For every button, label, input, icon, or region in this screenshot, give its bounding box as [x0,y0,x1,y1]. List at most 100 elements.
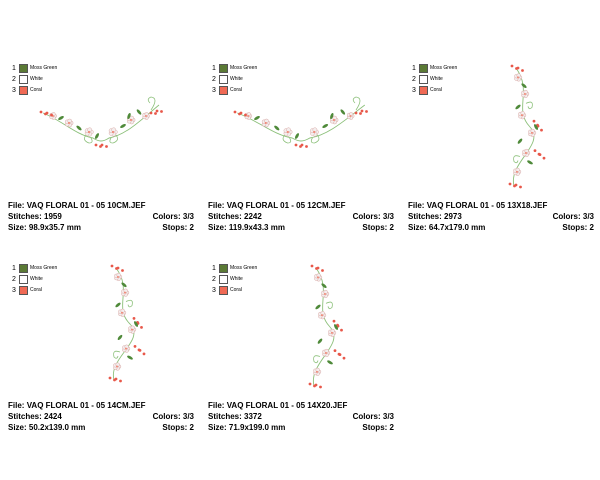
thread-color-legend: 1 Moss Green 2 White 3 Coral [212,63,257,96]
legend-label: Moss Green [230,65,258,71]
thread-color-legend: 1 Moss Green 2 White 3 Coral [12,263,57,296]
stops-label: Stops: [162,223,188,232]
vine-curl [282,133,292,144]
legend-row-1: 1 Moss Green [12,263,57,274]
flower-center [120,311,124,314]
vine-curl [513,155,521,164]
white-swatch [19,75,28,84]
flower-motif [322,348,331,358]
coral-berry [510,64,514,68]
thread-color-legend: 1 Moss Green 2 White 3 Coral [12,63,57,96]
flower-center [315,370,319,373]
file-label: File: [8,401,25,410]
leaf [58,115,64,121]
flower-motif [261,118,271,128]
embroidery-preview [39,96,163,148]
size-label: Size: [8,223,27,232]
leaf [521,83,527,89]
flower-motif [528,128,537,137]
flower-center [323,292,327,295]
leaf [94,133,100,139]
legend-label: Coral [230,87,242,93]
design-card-14cm[interactable]: 1 Moss Green 2 White 3 Coral File: VAQ F… [8,260,194,440]
coral-berry [316,266,320,270]
leaf [515,104,521,110]
design-card-12cm[interactable]: 1 Moss Green 2 White 3 Coral File: VAQ F… [208,60,394,240]
stitches-label: Stitches: [208,212,242,221]
coral-berry [333,349,337,352]
coral-berry [133,345,137,348]
info-line-size: Size: 71.9x199.0 mm Stops: 2 [208,422,394,433]
stitches-label: Stitches: [208,412,242,421]
flower-center [124,347,128,350]
flower-motif [522,148,531,158]
leaf [133,321,139,327]
coral-berry [342,356,346,360]
legend-label: Moss Green [430,65,458,71]
vine-curl [313,355,321,364]
design-card-10cm[interactable]: 1 Moss Green 2 White 3 Coral File: VAQ F… [8,60,194,240]
coral-berry [105,145,108,148]
legend-number: 1 [412,65,416,72]
flower-center [520,114,524,117]
flower-motif [521,89,530,99]
stop-count: 2 [189,223,194,232]
coral-berry [521,69,524,72]
design-size: 98.9x35.7 mm [28,223,81,232]
leaf [127,112,131,120]
stops-label: Stops: [362,223,388,232]
stop-count: 2 [589,223,594,232]
coral-berry [305,145,308,148]
design-card-13x18[interactable]: 1 Moss Green 2 White 3 Coral File: VAQ F… [408,60,594,240]
legend-number: 1 [212,265,216,272]
coral-berry [354,111,358,115]
stitch-count: 3372 [244,412,262,421]
coral-berry [116,266,120,270]
leaf [322,123,329,129]
vine-stem [512,67,535,187]
stops-label: Stops: [362,423,388,432]
legend-label: Coral [30,87,42,93]
legend-label: Coral [30,287,42,293]
design-card-14x20[interactable]: 1 Moss Green 2 White 3 Coral File: VAQ F… [208,260,394,440]
flower-center [316,276,320,279]
legend-number: 1 [12,65,16,72]
coral-berry [514,183,518,187]
embroidery-preview [508,64,546,189]
design-size: 64.7x179.0 mm [428,223,486,232]
coral-berry [119,379,122,383]
coral-berry [114,377,118,381]
coral-berry [319,385,322,389]
coral-berry [39,110,43,114]
moss-green-swatch [219,264,228,273]
coral-berry [308,382,312,386]
legend-number: 2 [212,76,216,83]
vine-stem [112,267,135,381]
stitch-count: 2973 [444,212,462,221]
stitch-count: 1959 [44,212,62,221]
flower-center [515,170,519,173]
vine-curl [525,101,533,110]
leaf [330,112,334,120]
leaf [340,109,346,115]
embroidery-preview [108,264,146,383]
flower-motif [108,127,118,137]
coral-berry [154,112,157,115]
coral-swatch [419,86,428,95]
info-line-file: File: VAQ FLORAL 01 - 05 13X18.JEF [408,200,594,211]
coral-berry [138,349,142,352]
flower-motif [142,112,150,120]
stitch-count: 2424 [44,412,62,421]
white-swatch [219,275,228,284]
flower-motif [113,362,122,371]
legend-label: Moss Green [30,65,58,71]
white-swatch [219,75,228,84]
coral-berry [239,111,243,115]
file-name: VAQ FLORAL 01 - 05 13X18.JEF [426,201,548,210]
legend-row-1: 1 Moss Green [212,63,257,74]
vine-curl [125,299,133,308]
info-line-stitches: Stitches: 2973 Colors: 3/3 [408,211,594,222]
color-count: 3/3 [182,212,194,221]
coral-swatch [19,86,28,95]
leaf [121,282,127,288]
